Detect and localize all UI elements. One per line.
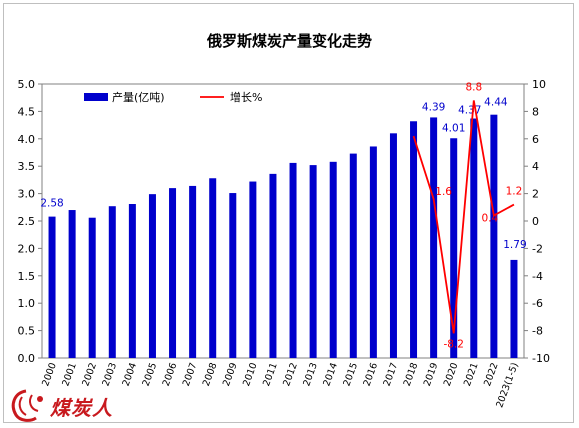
line-data-label: -8.2 bbox=[443, 338, 464, 350]
line-data-label: 0.4 bbox=[482, 213, 499, 225]
bar bbox=[249, 181, 257, 358]
bar bbox=[430, 117, 438, 358]
bar bbox=[269, 173, 277, 358]
y-left-tick-label: 1.5 bbox=[18, 270, 36, 283]
x-tick-label: 2011 bbox=[261, 361, 280, 387]
line-data-label: 8.8 bbox=[465, 81, 482, 93]
x-tick-label: 2014 bbox=[321, 361, 340, 387]
y-right-tick-label: 6 bbox=[532, 133, 539, 146]
bar bbox=[309, 165, 317, 358]
bar-data-label: 4.44 bbox=[484, 97, 508, 109]
y-left-tick-label: 2.5 bbox=[18, 215, 36, 228]
legend-bar-swatch bbox=[84, 93, 108, 101]
y-left-tick-label: 2.0 bbox=[18, 242, 36, 255]
x-tick-label: 2012 bbox=[281, 361, 300, 387]
y-left-tick-label: 3.5 bbox=[18, 160, 36, 173]
bar bbox=[349, 153, 357, 358]
y-left-tick-label: 3.0 bbox=[18, 188, 36, 201]
y-left-tick-label: 1.0 bbox=[18, 297, 36, 310]
x-tick-label: 2015 bbox=[342, 361, 361, 387]
x-tick-label: 2007 bbox=[181, 361, 200, 387]
bar-data-label: 4.37 bbox=[458, 105, 481, 117]
bar bbox=[389, 133, 397, 358]
bar bbox=[148, 194, 156, 358]
y-right-tick-label: 0 bbox=[532, 215, 539, 228]
growth-line bbox=[412, 100, 515, 334]
bar bbox=[510, 259, 518, 358]
x-tick-label: 2004 bbox=[121, 361, 140, 387]
y-left-tick-label: 4.0 bbox=[18, 133, 36, 146]
bar bbox=[209, 178, 217, 358]
bar bbox=[490, 114, 498, 358]
bar bbox=[48, 216, 56, 358]
bar bbox=[68, 210, 76, 358]
bar bbox=[189, 185, 197, 358]
y-left-tick-label: 4.5 bbox=[18, 105, 36, 118]
bar bbox=[329, 161, 337, 358]
x-tick-label: 2000 bbox=[40, 361, 59, 387]
y-left-tick-label: 0.5 bbox=[18, 325, 36, 338]
y-right-tick-label: 10 bbox=[532, 78, 546, 91]
bar bbox=[470, 118, 478, 358]
bar bbox=[169, 188, 177, 358]
line-data-label: 1.6 bbox=[435, 186, 452, 198]
x-tick-label: 2008 bbox=[201, 361, 220, 387]
x-tick-label: 2020 bbox=[442, 361, 461, 387]
x-tick-label: 2010 bbox=[241, 361, 260, 387]
x-tick-label: 2018 bbox=[402, 361, 421, 387]
x-tick-label: 2006 bbox=[161, 361, 180, 387]
line-data-label: 1.2 bbox=[506, 186, 523, 198]
bar bbox=[369, 146, 377, 358]
watermark-text: 煤炭人 bbox=[50, 396, 113, 420]
x-tick-label: 2001 bbox=[60, 361, 79, 387]
bar bbox=[88, 217, 96, 358]
bar bbox=[108, 206, 116, 358]
bar-data-label: 4.39 bbox=[422, 101, 445, 113]
chart-title: 俄罗斯煤炭产量变化走势 bbox=[206, 32, 372, 50]
bar bbox=[229, 193, 237, 358]
chart-frame bbox=[3, 3, 574, 423]
x-tick-label: 2021 bbox=[462, 361, 481, 387]
x-tick-label: 2022 bbox=[482, 361, 501, 387]
bar bbox=[410, 121, 418, 358]
bar bbox=[128, 204, 136, 358]
x-tick-label: 2009 bbox=[221, 361, 240, 387]
x-tick-label: 2013 bbox=[301, 361, 320, 387]
x-tick-label: 2017 bbox=[382, 361, 401, 387]
x-tick-label: 2005 bbox=[141, 361, 160, 387]
y-right-tick-label: 8 bbox=[532, 105, 539, 118]
legend-line-label: 增长% bbox=[230, 90, 262, 104]
coal-logo-icon bbox=[11, 389, 43, 422]
bar-data-label: 4.01 bbox=[442, 122, 465, 134]
x-tick-label: 2003 bbox=[101, 361, 120, 387]
legend-bar-label: 产量(亿吨) bbox=[112, 90, 165, 104]
bar-data-label: 1.79 bbox=[503, 239, 526, 251]
x-tick-label: 2019 bbox=[422, 361, 441, 387]
y-right-tick-label: -6 bbox=[532, 297, 543, 310]
bar-data-label: 2.58 bbox=[40, 198, 63, 210]
bar bbox=[450, 138, 458, 358]
x-tick-label: 2002 bbox=[80, 361, 99, 387]
y-right-tick-label: -10 bbox=[532, 352, 550, 365]
y-right-tick-label: 4 bbox=[532, 160, 539, 173]
bar bbox=[289, 162, 297, 358]
x-tick-label: 2016 bbox=[362, 361, 381, 387]
y-left-tick-label: 0.0 bbox=[18, 352, 36, 365]
y-right-tick-label: 2 bbox=[532, 188, 539, 201]
y-left-tick-label: 5.0 bbox=[18, 78, 36, 91]
y-right-tick-label: -2 bbox=[532, 242, 543, 255]
y-right-tick-label: -4 bbox=[532, 270, 543, 283]
y-right-tick-label: -8 bbox=[532, 325, 543, 338]
